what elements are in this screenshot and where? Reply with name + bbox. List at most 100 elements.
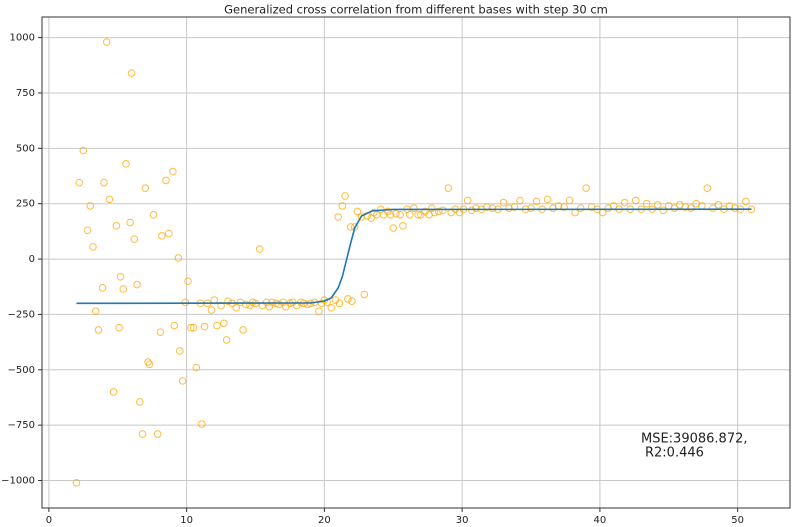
scatter-point xyxy=(115,323,123,332)
y-tick-label: −250 xyxy=(8,309,35,320)
scatter-point xyxy=(315,307,323,315)
scatter-point xyxy=(703,184,712,192)
scatter-point xyxy=(392,209,400,218)
scatter-point xyxy=(126,218,134,227)
scatter-point xyxy=(102,38,111,46)
scatter-point xyxy=(213,321,221,330)
scatter-point xyxy=(344,295,352,303)
scatter-point xyxy=(181,298,190,307)
scatter-point xyxy=(133,280,141,289)
scatter-point xyxy=(439,206,447,215)
scatter-point xyxy=(200,322,209,331)
y-tick-label: −750 xyxy=(8,420,35,431)
scatter-point xyxy=(560,203,568,211)
scatter-point xyxy=(175,347,184,355)
x-tick-label: 40 xyxy=(594,515,607,526)
y-tick-label: 0 xyxy=(29,254,35,265)
scatter-point xyxy=(659,206,668,215)
scatter-point xyxy=(275,300,283,309)
scatter-point xyxy=(105,195,114,204)
scatter-point xyxy=(197,420,206,428)
scatter-point xyxy=(141,184,150,192)
scatter-point xyxy=(414,210,422,219)
x-tick-label: 20 xyxy=(318,515,331,526)
scatter-point xyxy=(620,198,629,207)
scatter-point xyxy=(89,243,97,251)
x-tick-label: 0 xyxy=(46,515,52,526)
scatter-point xyxy=(360,290,369,299)
scatter-point xyxy=(410,204,418,212)
x-tick-label: 30 xyxy=(456,515,469,526)
scatter-point xyxy=(543,195,552,204)
scatter-point xyxy=(174,254,183,262)
annotation: R2:0.446 xyxy=(645,446,704,461)
scatter-point xyxy=(341,192,349,200)
scatter-point xyxy=(386,210,395,219)
scatter-point xyxy=(510,203,519,211)
scatter-point xyxy=(156,328,165,336)
scatter-point xyxy=(98,284,107,292)
scatter-point xyxy=(335,299,344,308)
scatter-point xyxy=(232,303,241,312)
scatter-point xyxy=(399,222,407,230)
scatter-point xyxy=(565,196,574,205)
scatter-point xyxy=(222,336,231,344)
y-tick-label: 750 xyxy=(16,88,35,99)
scatter-point xyxy=(242,300,250,309)
scatter-point xyxy=(149,210,158,219)
scatter-point xyxy=(162,176,170,185)
scatter-point xyxy=(334,213,342,221)
scatter-point xyxy=(631,196,640,205)
scatter-point xyxy=(178,377,187,385)
scatter-point xyxy=(516,196,524,205)
scatter-point xyxy=(127,69,136,77)
scatter-point xyxy=(687,204,695,212)
scatter-point xyxy=(75,178,83,187)
scatter-point xyxy=(488,204,497,212)
scatter-point xyxy=(79,146,88,155)
fit-line xyxy=(76,208,752,305)
scatter-point xyxy=(136,398,144,406)
scatter-point xyxy=(346,223,355,231)
scatter-point xyxy=(144,358,152,366)
scatter-point xyxy=(681,203,690,211)
y-tick-label: 500 xyxy=(16,143,35,154)
scatter-point xyxy=(532,197,541,206)
scatter-point xyxy=(642,199,651,208)
scatter-point xyxy=(357,213,366,221)
scatter-point xyxy=(499,198,508,207)
scatter-point xyxy=(406,210,414,219)
scatter-point xyxy=(434,207,443,216)
scatter-point xyxy=(169,167,177,176)
scatter-point xyxy=(122,160,130,168)
annotation: MSE:39086.872, xyxy=(641,432,748,447)
scatter-point xyxy=(327,303,336,312)
scatter-point xyxy=(742,197,750,206)
scatter-point xyxy=(731,204,739,212)
scatter-point xyxy=(130,235,139,243)
scatter-point xyxy=(714,201,723,209)
scatter-point xyxy=(94,326,103,334)
scatter-point xyxy=(653,201,662,209)
plot-frame xyxy=(41,16,791,509)
scatter-point xyxy=(472,204,480,212)
scatter-point xyxy=(153,430,162,438)
scatter-point xyxy=(389,224,398,232)
scatter-point xyxy=(186,323,195,332)
scatter-point xyxy=(220,319,228,328)
scatter-point xyxy=(207,306,216,314)
scatter-point xyxy=(189,323,198,332)
scatter-point xyxy=(158,232,166,240)
scatter-point xyxy=(100,178,108,187)
y-tick-label: 250 xyxy=(16,199,35,210)
scatter-point xyxy=(91,307,100,315)
scatter-point xyxy=(582,184,590,192)
scatter-point xyxy=(463,196,472,205)
scatter-point xyxy=(670,204,679,212)
scatter-point xyxy=(505,204,513,212)
scatter-point xyxy=(239,326,247,334)
scatter-point xyxy=(184,277,192,286)
scatter-point xyxy=(116,272,125,281)
